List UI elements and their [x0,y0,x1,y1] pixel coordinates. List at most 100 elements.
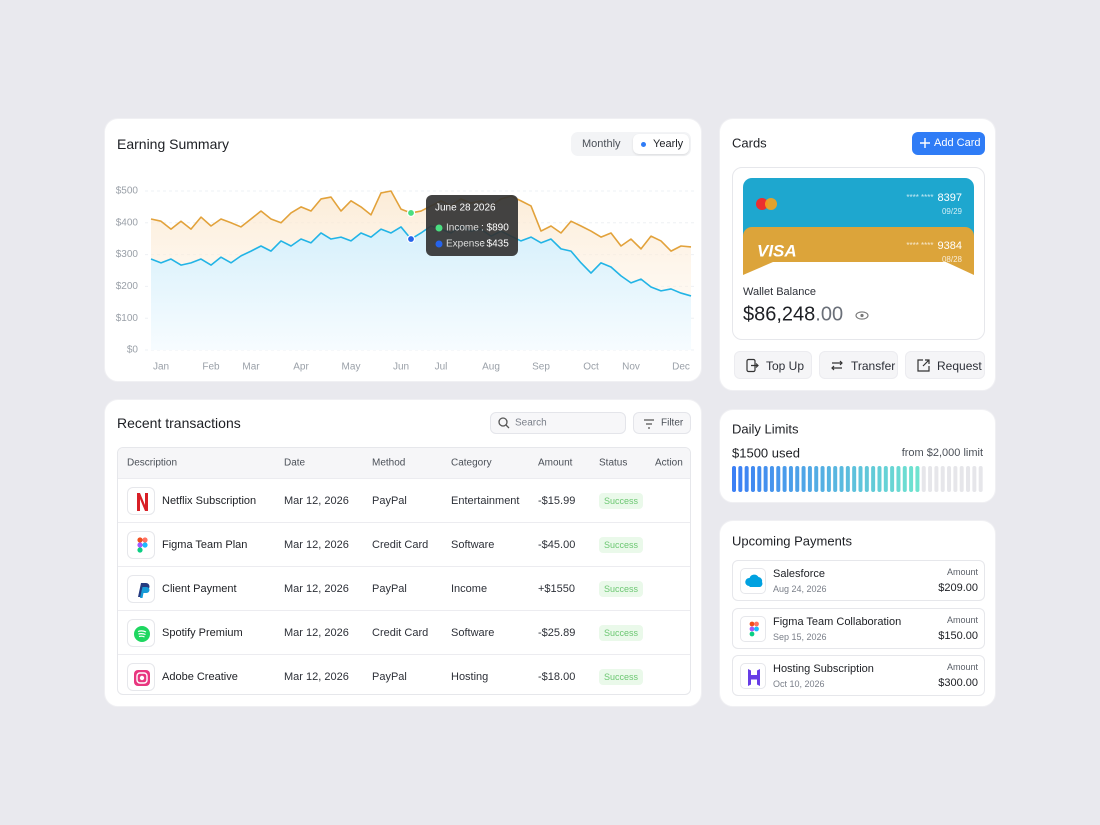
search-box[interactable]: Search [490,412,626,434]
cell-description: Spotify Premium [162,627,243,639]
status-badge: Success [599,493,644,509]
card-expiry: 08/28 [942,255,963,264]
limit-segment [795,466,800,492]
limit-segment [782,466,787,492]
limit-segment [940,466,945,492]
tooltip-marker [435,224,443,232]
limit-segment [928,466,933,492]
hover-dot [406,234,416,244]
action-label: Transfer [851,359,896,373]
icon-shape [137,493,148,511]
transactions-title: Recent transactions [117,415,241,431]
limit-segment [953,466,958,492]
add-card-label: Add Card [934,137,981,149]
limit-segment [763,466,768,492]
eye-icon[interactable] [855,310,869,320]
icon-shape [139,675,145,681]
payment-amount: $150.00 [938,629,978,642]
cell: Income [451,583,488,595]
merchant-icon [127,487,155,515]
tooltip-bg [426,195,518,256]
action-button[interactable]: Top Up [734,351,812,379]
cell: PayPal [372,583,407,595]
limit-segment [826,466,831,492]
search-placeholder: Search [515,417,547,429]
card-brand: VISA [757,241,797,260]
limit-segment [807,466,812,492]
payment-name: Salesforce [773,568,825,580]
wallet-box: **** **** 8397 09/29 VISA **** **** 9384 0… [732,167,985,340]
x-tick-label: Oct [583,362,599,373]
card-expiry: 09/29 [942,207,963,216]
payment-amount-label: Amount [946,567,978,577]
limit-segment [883,466,888,492]
card-mask: **** **** [906,241,933,250]
icon-shape [137,542,143,548]
limit-segment [839,466,844,492]
x-tick-label: May [342,362,361,373]
cell: -$18.00 [538,671,576,683]
limit-segment [845,466,850,492]
icon-shape [751,363,759,368]
cell: -$15.99 [538,495,576,507]
limits-max: from $2,000 limit [901,447,983,459]
toggle-yearly[interactable]: Yearly [633,134,689,154]
payment-name: Figma Team Collaboration [773,615,902,628]
tooltip-date: June 28 2026 [435,203,496,214]
card-number: **** **** 8397 [906,192,962,204]
add-card-button[interactable]: Add Card [912,132,985,155]
table-row: Netflix Subscription Mar 12, 2026 PayPal En… [118,478,690,523]
action-button[interactable]: Transfer [819,351,898,379]
icon-shape [831,360,843,371]
toggle-monthly[interactable]: Monthly [582,138,621,150]
card-last4: 8397 [938,192,962,204]
limit-segment [738,466,743,492]
action-button[interactable]: Request [905,351,985,379]
tooltip-marker [435,240,443,248]
limit-segment [915,466,920,492]
y-tick-label: $400 [116,217,139,228]
cell: Hosting [451,671,489,683]
payment-icon [740,568,766,594]
icon-shape [749,626,755,631]
filter-button[interactable]: Filter [633,412,691,434]
cell: Mar 12, 2026 [284,583,349,595]
merchant-icon [127,663,155,691]
action-icon [831,360,843,371]
merchant-icon [127,531,155,559]
cell: Credit Card [372,627,429,639]
payment-date: Aug 24, 2026 [773,584,827,594]
card-number: **** **** 9384 [906,240,962,252]
hover-dot [406,208,416,218]
line [150,225,692,297]
cell-description: Client Payment [162,583,237,595]
mastercard-logo [756,198,768,210]
upcoming-title: Upcoming Payments [732,533,852,549]
status-badge: Success [599,537,644,553]
payment-item[interactable]: Figma Team Collaboration Sep 15, 2026 Amou… [732,607,985,649]
card-mask: **** **** [906,193,933,202]
icon-shape [754,626,759,631]
limits-title: Daily Limits [732,421,799,437]
limit-segment [776,466,781,492]
column-header: Status [599,457,628,469]
card-last4: 9384 [938,240,962,252]
y-tick-label: $0 [127,345,139,356]
payment-amount-label: Amount [946,662,978,672]
limit-segment [744,466,749,492]
tooltip-label: Income [446,223,479,234]
limit-bar [732,466,983,492]
limit-segment [852,466,857,492]
status-badge: Success [599,581,644,597]
search-icon [498,417,510,429]
limit-segment [769,466,774,492]
card-stack: **** **** 8397 09/29 VISA **** **** 9384 0… [743,178,974,339]
payment-item[interactable]: Hosting Subscription Oct 10, 2026 Amount $3… [732,655,985,696]
limit-segment [934,466,939,492]
status-badge: Success [599,625,644,641]
column-header: Method [372,457,406,469]
icon-shape [142,537,148,543]
limit-segment [858,466,863,492]
cell: Mar 12, 2026 [284,671,349,683]
payment-item[interactable]: Salesforce Aug 24, 2026 Amount $209.00 [732,560,985,601]
